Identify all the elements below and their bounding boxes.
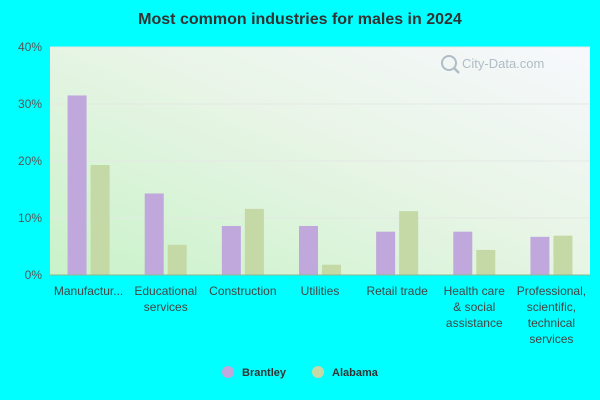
magnifier-icon: [441, 55, 460, 74]
watermark: City-Data.com: [441, 55, 544, 74]
x-axis-labels: Manufactur... Educational services Construc…: [54, 284, 586, 346]
watermark-text: City-Data.com: [462, 56, 544, 71]
legend-label-alabama: Alabama: [332, 367, 379, 379]
x-tick-label: Health care & social assistance: [444, 284, 506, 330]
y-tick-label: 20%: [18, 154, 42, 168]
y-tick-label: 10%: [18, 211, 42, 225]
bar-brantley[interactable]: [299, 225, 318, 275]
x-tick-label: Educational services: [134, 284, 197, 314]
bar-brantley[interactable]: [453, 231, 473, 275]
legend: Brantley Alabama: [222, 366, 379, 379]
bar-alabama[interactable]: [322, 264, 341, 275]
y-axis-ticks: 0% 10% 20% 30% 40%: [18, 40, 42, 282]
x-tick-label: Construction: [209, 284, 276, 298]
y-tick-label: 0%: [25, 268, 43, 282]
gridlines: [50, 46, 590, 219]
bars: [67, 95, 573, 275]
bar-alabama[interactable]: [476, 249, 496, 275]
bar-alabama[interactable]: [244, 208, 264, 275]
bar-alabama[interactable]: [90, 164, 110, 275]
bar-brantley[interactable]: [221, 225, 241, 275]
legend-label-brantley: Brantley: [242, 367, 287, 379]
x-tick-label: Retail trade: [366, 284, 428, 298]
legend-swatch-brantley: [222, 366, 234, 378]
bar-brantley[interactable]: [376, 231, 396, 275]
chart-title: Most common industries for males in 2024: [138, 11, 462, 28]
bar-alabama[interactable]: [399, 211, 419, 275]
y-tick-label: 40%: [18, 40, 42, 54]
bar-brantley[interactable]: [144, 193, 164, 275]
x-tick-label: Manufactur...: [54, 284, 123, 298]
x-tick-label: Utilities: [301, 284, 340, 298]
bar-brantley[interactable]: [67, 95, 87, 275]
bar-brantley[interactable]: [530, 236, 550, 275]
x-tick-label: Professional, scientific, technical service…: [517, 284, 586, 346]
legend-swatch-alabama: [312, 366, 324, 378]
bar-alabama[interactable]: [553, 235, 573, 275]
bar-alabama[interactable]: [167, 244, 187, 275]
y-tick-label: 30%: [18, 97, 42, 111]
